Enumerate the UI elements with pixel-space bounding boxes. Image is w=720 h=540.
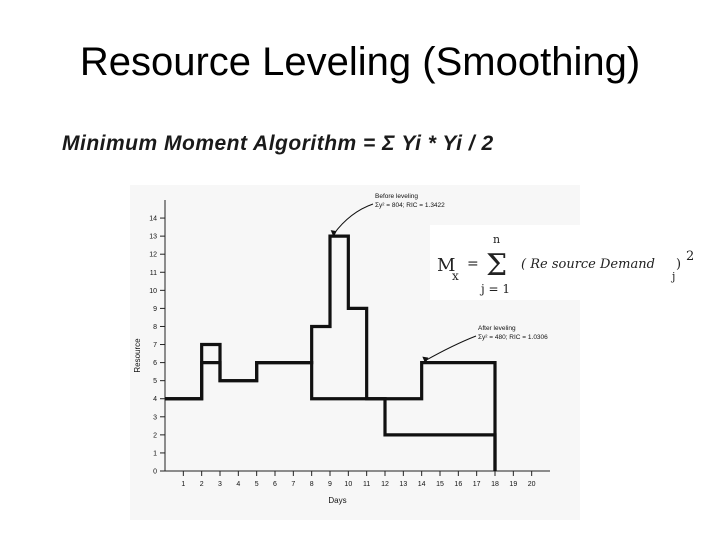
annotation-text: Σy² = 480; RIC = 1.0306 — [478, 334, 548, 341]
annotation-arrow — [333, 203, 374, 235]
chart-annotations: Before leveling Σy² = 804; RIC = 1.3422 Af… — [330, 193, 548, 364]
x-tick-label: 20 — [528, 481, 536, 488]
algorithm-label: Minimum Moment Algorithm = Σ Yi * Yi / 2 — [62, 132, 494, 155]
formula-body-sub: j — [670, 270, 675, 283]
y-tick-label: 8 — [153, 324, 157, 331]
x-tick-label: 11 — [363, 481, 370, 488]
formula-sum: Σ — [486, 248, 507, 283]
formula-close: ) — [676, 257, 681, 272]
series-line-after-leveling — [165, 361, 497, 471]
annotation-text: Σy² = 804; RIC = 1.3422 — [375, 202, 445, 209]
x-tick-label: 4 — [236, 481, 240, 488]
slide-title: Resource Leveling (Smoothing) — [79, 40, 641, 84]
formula-lhs: M — [437, 255, 455, 276]
y-tick-label: 11 — [150, 270, 157, 277]
x-tick-label: 6 — [273, 481, 277, 488]
formula-sum-lower: j = 1 — [479, 282, 510, 296]
formula-power: 2 — [686, 249, 694, 264]
formula-sum-upper: n — [493, 233, 500, 246]
formula-equals: = — [467, 256, 479, 272]
x-tick-label: 18 — [491, 481, 499, 488]
moment-formula: M x = n Σ j = 1 ( Re source Demand j ) 2 — [430, 225, 694, 300]
x-tick-label: 19 — [509, 481, 517, 488]
x-tick-label: 12 — [381, 481, 389, 488]
x-tick-label: 7 — [291, 481, 295, 488]
y-tick-label: 10 — [149, 288, 157, 295]
y-tick-label: 2 — [153, 432, 157, 439]
annotation-arrow — [425, 335, 477, 362]
x-tick-label: 14 — [418, 481, 426, 488]
y-axis-title: Resource — [133, 338, 142, 373]
y-tick-label: 0 — [153, 469, 157, 476]
y-tick-label: 4 — [153, 396, 157, 403]
formula-body: ( Re source Demand — [521, 257, 655, 272]
x-tick-label: 10 — [344, 481, 352, 488]
x-axis-title: Days — [328, 496, 346, 505]
y-tick-label: 14 — [149, 216, 157, 223]
y-tick-label: 12 — [149, 252, 157, 259]
x-tick-label: 5 — [255, 481, 259, 488]
annotation-text: After leveling — [478, 325, 516, 332]
x-tick-label: 3 — [218, 481, 222, 488]
formula-lhs-sub: x — [452, 269, 459, 283]
y-tick-label: 9 — [153, 306, 157, 313]
x-tick-label: 8 — [310, 481, 314, 488]
y-tick-label: 13 — [149, 234, 157, 241]
annotation-arrowhead — [422, 356, 429, 364]
x-tick-label: 9 — [328, 481, 332, 488]
y-tick-label: 7 — [153, 342, 157, 349]
x-tick-label: 15 — [436, 481, 444, 488]
x-tick-label: 13 — [399, 481, 407, 488]
x-tick-label: 17 — [473, 481, 481, 488]
x-tick-label: 1 — [181, 481, 185, 488]
annotation-arrowhead — [330, 230, 337, 238]
x-tick-label: 16 — [454, 481, 462, 488]
annotation-text: Before leveling — [375, 193, 418, 200]
x-tick-label: 2 — [200, 481, 204, 488]
y-tick-label: 5 — [153, 378, 157, 385]
y-tick-label: 1 — [153, 450, 157, 457]
formula-background — [430, 225, 680, 300]
chart-series — [165, 234, 497, 471]
y-tick-label: 6 — [153, 360, 157, 367]
y-tick-label: 3 — [153, 414, 157, 421]
